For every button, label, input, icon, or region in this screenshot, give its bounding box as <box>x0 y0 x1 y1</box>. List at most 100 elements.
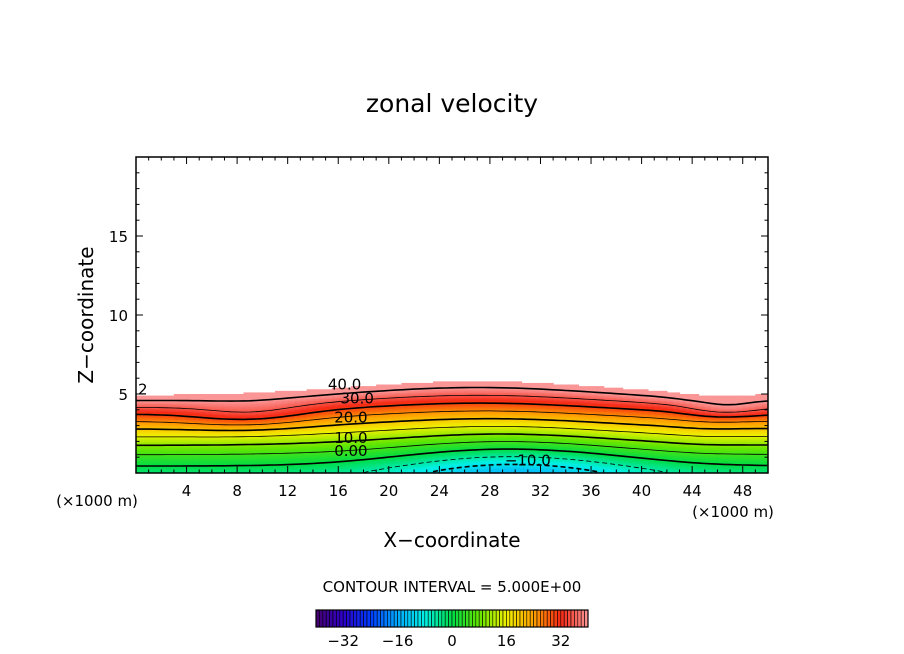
field-cell <box>237 461 245 465</box>
field-cell <box>660 466 668 469</box>
field-cell <box>388 416 396 419</box>
field-cell <box>470 458 478 461</box>
field-cell <box>256 430 263 433</box>
field-cell <box>312 447 320 450</box>
field-cell <box>281 401 289 405</box>
field-cell <box>654 447 662 450</box>
field-cell <box>572 414 579 417</box>
field-cell <box>192 394 200 397</box>
field-cell <box>344 412 352 416</box>
field-cell <box>350 450 358 454</box>
field-cell <box>704 454 712 457</box>
field-cell <box>477 395 485 398</box>
field-cell <box>641 412 649 416</box>
field-cell <box>357 400 365 403</box>
field-cell <box>388 444 396 447</box>
field-cell <box>433 449 440 452</box>
field-cell <box>294 469 301 473</box>
field-cell <box>350 438 358 441</box>
field-cell <box>256 400 263 403</box>
field-cell <box>211 454 219 457</box>
field-cell <box>306 449 314 452</box>
field-cell <box>628 460 636 463</box>
field-cell <box>237 401 245 405</box>
field-cell <box>622 411 630 414</box>
field-cell <box>540 422 548 425</box>
field-cell <box>603 408 611 411</box>
field-cell <box>452 452 459 455</box>
field-cell <box>464 400 472 403</box>
field-cell <box>591 435 598 438</box>
field-cell <box>692 439 700 442</box>
field-cell <box>331 405 339 408</box>
field-cell <box>489 427 497 430</box>
field-cell <box>154 452 162 455</box>
field-cell <box>496 390 504 394</box>
field-cell <box>268 465 276 468</box>
field-cell <box>287 461 295 465</box>
field-cell <box>458 427 466 430</box>
field-cell <box>249 468 257 471</box>
field-cell <box>243 452 251 455</box>
field-cell <box>180 409 188 412</box>
field-cell <box>496 439 504 442</box>
field-cell <box>458 387 466 390</box>
field-cell <box>546 414 554 417</box>
field-cell <box>628 390 636 394</box>
field-cell <box>508 454 516 457</box>
field-cell <box>711 455 719 458</box>
field-cell <box>325 439 333 442</box>
field-cell <box>711 468 719 471</box>
field-cell <box>300 416 308 419</box>
field-cell <box>439 439 447 442</box>
field-cell <box>502 430 510 433</box>
field-cell <box>357 386 365 389</box>
field-cell <box>508 442 516 446</box>
field-cell <box>363 427 371 430</box>
field-cell <box>591 395 598 398</box>
field-cell <box>142 446 150 449</box>
field-cell <box>312 422 320 425</box>
field-cell <box>534 452 542 455</box>
field-cell <box>186 457 194 460</box>
field-cell <box>685 465 693 468</box>
field-cell <box>331 411 339 414</box>
field-cell <box>243 446 251 449</box>
field-cell <box>300 419 308 422</box>
field-cell <box>142 416 150 419</box>
field-cell <box>666 412 674 416</box>
field-cell <box>515 463 523 466</box>
field-cell <box>306 469 314 473</box>
field-cell <box>635 463 643 466</box>
field-cell <box>148 422 156 425</box>
field-cell <box>173 408 181 411</box>
field-cell <box>382 422 390 425</box>
field-cell <box>647 465 655 468</box>
field-cell <box>578 471 586 473</box>
field-cell <box>717 435 725 438</box>
field-cell <box>628 395 636 398</box>
field-cell <box>622 419 630 422</box>
field-cell <box>357 412 365 416</box>
field-cell <box>224 430 232 433</box>
field-cell <box>142 442 150 446</box>
field-cell <box>515 469 523 473</box>
field-cell <box>401 384 409 387</box>
field-cell <box>635 450 643 454</box>
field-cell <box>312 427 320 430</box>
field-cell <box>205 457 213 460</box>
field-cell <box>654 401 662 405</box>
field-cell <box>312 430 320 433</box>
field-cell <box>382 436 390 439</box>
chart-title: zonal velocity <box>366 89 538 118</box>
field-cell <box>199 455 207 458</box>
field-cell <box>496 389 504 392</box>
field-cell <box>344 471 352 473</box>
field-cell <box>350 409 358 412</box>
field-cell <box>186 406 194 409</box>
field-cell <box>685 401 693 405</box>
field-cell <box>628 454 636 457</box>
field-cell <box>136 409 143 412</box>
field-cell <box>673 439 681 442</box>
field-cell <box>515 444 523 447</box>
